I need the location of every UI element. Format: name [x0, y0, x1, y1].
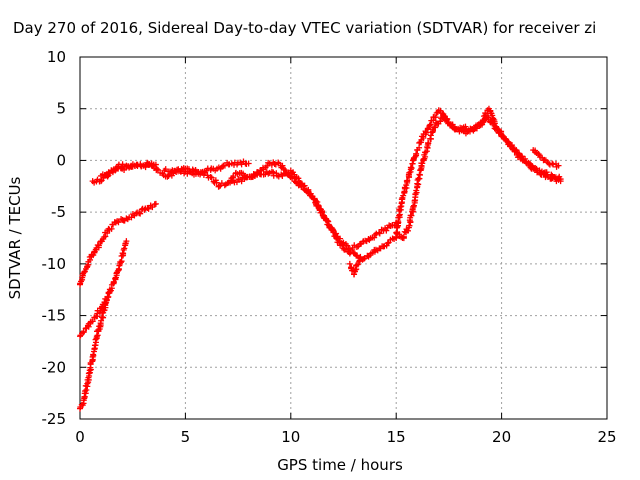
series-track-3	[77, 201, 159, 288]
chart-svg: Day 270 of 2016, Sidereal Day-to-day VTE…	[0, 0, 640, 480]
y-tick-label: -20	[42, 358, 67, 376]
chart-title: Day 270 of 2016, Sidereal Day-to-day VTE…	[13, 19, 596, 37]
y-tick-label: -10	[42, 255, 67, 273]
series-track-8	[229, 168, 399, 253]
x-tick-label: 15	[387, 428, 406, 446]
x-tick-label: 20	[492, 428, 511, 446]
y-tick-label: -15	[42, 307, 67, 325]
series-track-1	[77, 238, 129, 339]
y-tick-label: -5	[51, 203, 66, 221]
x-tick-label: 10	[281, 428, 300, 446]
data-points	[77, 106, 564, 412]
x-tick-label: 25	[597, 428, 616, 446]
series-track-5	[98, 161, 157, 179]
y-tick-label: -25	[42, 410, 67, 428]
y-tick-label: 5	[56, 100, 66, 118]
grid-lines	[80, 57, 607, 419]
data-point-fill	[92, 342, 98, 348]
series-track-12	[347, 256, 364, 278]
x-tick-label: 0	[75, 428, 85, 446]
x-axis-label: GPS time / hours	[277, 456, 403, 474]
x-tick-label: 5	[181, 428, 191, 446]
y-tick-label: 10	[47, 48, 66, 66]
data-point	[347, 261, 353, 267]
data-point-fill	[90, 353, 96, 359]
y-axis-ticks: -25 -20 -15 -10 -5 0 5 10	[42, 48, 608, 428]
y-axis-label: SDTVAR / TECUs	[6, 176, 24, 299]
data-point-fill	[412, 191, 418, 197]
y-tick-label: 0	[56, 151, 66, 169]
plot-frame	[80, 57, 607, 419]
series-track-2	[77, 290, 113, 412]
